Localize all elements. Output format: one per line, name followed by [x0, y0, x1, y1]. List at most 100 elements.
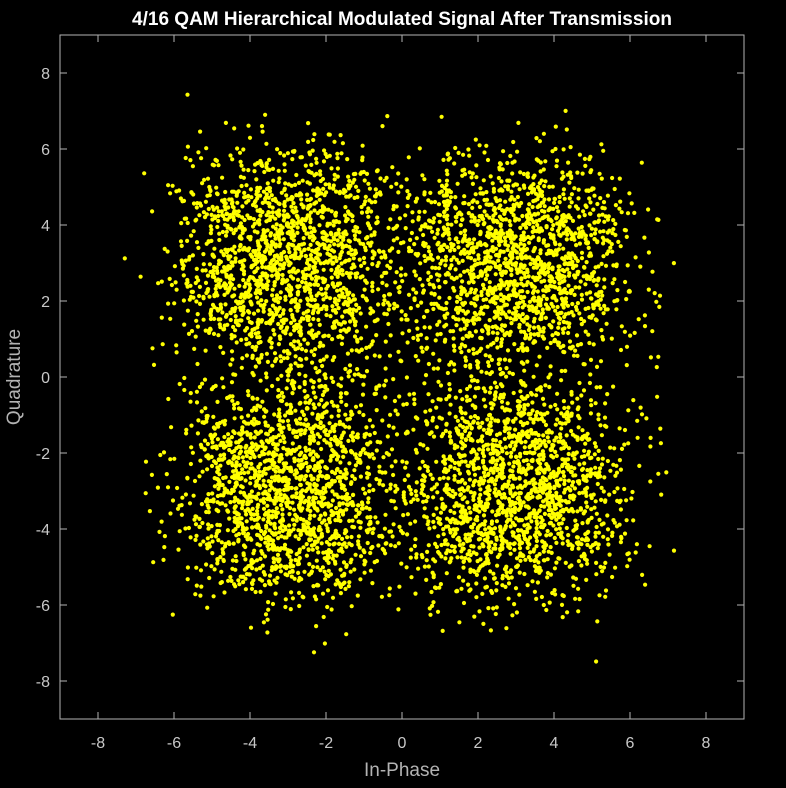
data-point — [520, 312, 525, 317]
data-point — [409, 248, 414, 254]
data-point — [340, 141, 345, 146]
data-point — [265, 503, 270, 508]
data-point — [338, 591, 343, 596]
data-point — [292, 148, 297, 154]
data-point — [169, 282, 174, 288]
data-point — [291, 344, 296, 349]
data-point — [258, 275, 263, 280]
data-point — [326, 207, 331, 212]
data-point — [472, 472, 478, 477]
data-point — [333, 582, 338, 587]
data-point — [406, 155, 411, 160]
data-point — [334, 258, 339, 263]
data-point — [397, 524, 402, 530]
data-point — [338, 391, 344, 396]
data-point — [252, 405, 257, 410]
data-point — [370, 262, 375, 267]
data-point — [307, 483, 312, 488]
data-point — [292, 318, 297, 323]
data-point — [234, 558, 239, 564]
data-point — [318, 261, 323, 266]
data-point — [236, 213, 241, 218]
data-point — [452, 348, 457, 353]
data-point — [432, 292, 437, 297]
data-point — [508, 551, 513, 556]
data-point — [175, 485, 180, 491]
data-point — [576, 187, 581, 192]
data-point — [349, 480, 354, 485]
data-point — [278, 503, 284, 508]
data-point — [314, 583, 320, 588]
data-point — [285, 496, 290, 502]
data-point — [224, 312, 229, 318]
data-point — [382, 270, 387, 276]
data-point — [312, 208, 317, 213]
data-point — [311, 335, 316, 340]
data-point — [241, 147, 246, 152]
data-point — [319, 541, 324, 546]
data-point — [174, 350, 179, 355]
data-point — [517, 570, 522, 575]
data-point — [268, 336, 273, 341]
data-point — [493, 513, 499, 518]
data-point — [391, 472, 396, 478]
data-point — [458, 327, 463, 332]
data-point — [347, 461, 352, 466]
data-point — [311, 308, 316, 313]
data-point — [340, 501, 346, 506]
data-point — [299, 450, 304, 455]
data-point — [398, 528, 404, 533]
data-point — [328, 458, 333, 463]
data-point — [367, 186, 372, 191]
data-point — [246, 564, 251, 569]
data-point — [329, 414, 334, 419]
data-point — [468, 490, 473, 495]
data-point — [335, 475, 340, 480]
data-point — [312, 405, 317, 410]
data-point — [245, 499, 250, 504]
data-point — [483, 404, 488, 409]
data-point — [463, 536, 468, 541]
data-point — [467, 558, 472, 563]
data-point — [185, 144, 190, 149]
data-point — [345, 351, 350, 356]
data-point — [319, 384, 324, 389]
data-point — [227, 285, 232, 290]
data-point — [195, 361, 200, 367]
data-point — [342, 580, 347, 585]
data-point — [274, 476, 279, 481]
data-point — [300, 279, 305, 285]
data-point — [352, 372, 357, 377]
data-point — [477, 204, 482, 210]
data-point — [326, 433, 331, 438]
data-point — [270, 166, 276, 171]
data-point — [226, 264, 231, 269]
data-point — [285, 151, 290, 156]
data-point — [367, 418, 372, 423]
data-point — [311, 650, 317, 655]
data-point — [331, 183, 336, 188]
data-point — [316, 416, 321, 421]
data-point — [391, 425, 396, 430]
data-point — [258, 160, 263, 165]
data-point — [391, 377, 396, 382]
data-point — [223, 120, 228, 125]
data-point — [451, 336, 456, 341]
data-point — [280, 398, 285, 404]
data-point — [317, 243, 322, 248]
data-point — [295, 346, 301, 351]
data-point — [223, 247, 228, 252]
data-point — [278, 438, 283, 443]
data-point — [461, 317, 466, 322]
data-point — [245, 389, 251, 394]
data-point — [304, 448, 309, 453]
data-point — [433, 265, 438, 271]
data-point — [285, 244, 290, 249]
data-point — [529, 519, 534, 524]
data-point — [183, 155, 188, 161]
data-point — [255, 532, 260, 538]
data-point — [308, 220, 313, 225]
data-point — [318, 568, 323, 573]
data-point — [208, 316, 213, 322]
data-point — [241, 419, 247, 424]
